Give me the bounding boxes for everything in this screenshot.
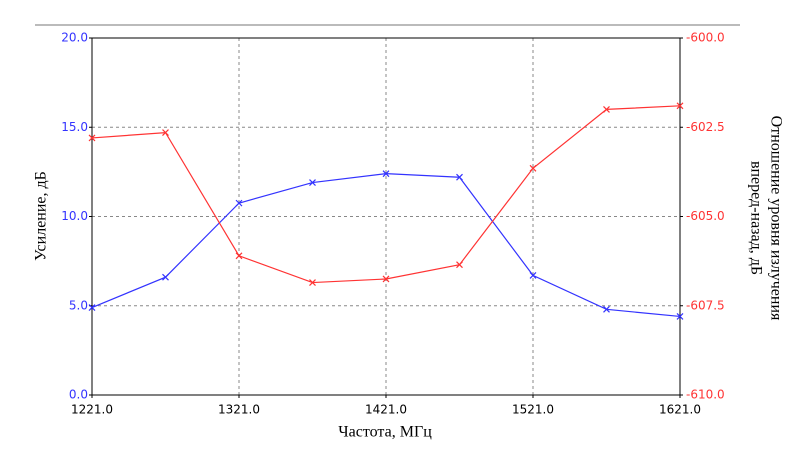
marker bbox=[456, 173, 463, 181]
x-tick-label: 1421.0 bbox=[365, 403, 407, 417]
y2-tick-label: -602.5 bbox=[686, 120, 725, 134]
marker bbox=[309, 179, 316, 187]
marker bbox=[603, 305, 610, 313]
marker bbox=[603, 105, 610, 113]
marker bbox=[88, 134, 96, 142]
x-tick-label: 1621.0 bbox=[659, 403, 701, 417]
x-tick-label: 1221.0 bbox=[71, 403, 113, 417]
x-tick-label: 1521.0 bbox=[512, 403, 554, 417]
marker bbox=[162, 129, 169, 137]
y-tick-label: 0.0 bbox=[69, 388, 88, 402]
y2-tick-label: -605.0 bbox=[686, 209, 725, 223]
x-tick-label: 1321.0 bbox=[218, 403, 260, 417]
marker bbox=[529, 164, 537, 172]
y2-tick-label: -610.0 bbox=[686, 388, 725, 402]
marker bbox=[309, 279, 316, 286]
marker bbox=[235, 252, 243, 260]
marker bbox=[382, 275, 390, 283]
y-tick-label: 5.0 bbox=[69, 298, 88, 312]
y2-axis-label: вперед-назад, дБ bbox=[747, 161, 764, 275]
marker bbox=[456, 261, 463, 269]
marker bbox=[88, 304, 96, 311]
marker bbox=[676, 313, 684, 320]
y2-tick-label: -600.0 bbox=[686, 31, 725, 45]
y2-axis-label: Отношение уровня излучения bbox=[767, 116, 784, 321]
plot-frame bbox=[91, 37, 681, 396]
marker bbox=[382, 170, 390, 178]
marker bbox=[235, 199, 243, 207]
y2-tick-label: -607.5 bbox=[686, 298, 725, 312]
marker bbox=[529, 271, 537, 279]
y-axis-label: Усиление, дБ bbox=[33, 171, 50, 261]
x-axis-label: Частота, МГц bbox=[338, 424, 432, 441]
y-tick-label: 10.0 bbox=[61, 209, 88, 223]
y-tick-label: 15.0 bbox=[61, 120, 88, 134]
marker bbox=[676, 102, 684, 110]
y-tick-label: 20.0 bbox=[61, 31, 88, 45]
marker bbox=[162, 273, 169, 281]
